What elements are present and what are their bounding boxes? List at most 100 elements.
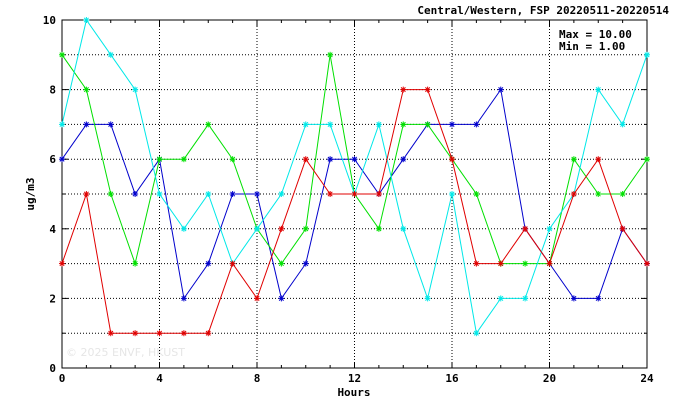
data-point: [473, 260, 480, 267]
data-point: [205, 260, 212, 267]
data-point: [83, 121, 90, 128]
data-point: [327, 51, 334, 58]
y-tick-label: 8: [49, 84, 56, 97]
watermark: © 2025 ENVF, HKUST: [66, 346, 185, 359]
data-point: [302, 156, 309, 163]
data-point: [132, 260, 139, 267]
y-tick-label: 2: [49, 292, 56, 305]
y-tick-label: 10: [43, 14, 56, 27]
data-point: [278, 260, 285, 267]
data-point: [400, 121, 407, 128]
x-tick-label: 4: [156, 372, 163, 385]
data-point: [546, 260, 553, 267]
data-point: [424, 86, 431, 93]
data-point: [522, 260, 529, 267]
y-tick-label: 4: [49, 223, 56, 236]
data-point: [83, 86, 90, 93]
data-point: [644, 260, 650, 267]
data-point: [180, 330, 187, 337]
data-point: [132, 191, 139, 197]
data-point: [254, 191, 260, 197]
data-point: [83, 191, 90, 197]
data-point: [107, 330, 114, 337]
data-point: [522, 295, 529, 302]
data-point: [205, 191, 212, 197]
data-point: [570, 295, 577, 302]
data-point: [59, 260, 65, 267]
data-point: [570, 156, 577, 163]
data-point: [644, 51, 650, 58]
x-axis-title: Hours: [337, 386, 370, 399]
data-point: [449, 156, 455, 163]
data-point: [497, 295, 504, 302]
data-point: [375, 225, 382, 232]
data-point: [595, 156, 602, 163]
data-point: [522, 225, 529, 232]
x-tick-label: 0: [59, 372, 66, 385]
data-point: [327, 121, 334, 128]
x-tick-label: 12: [348, 372, 361, 385]
data-point: [595, 295, 602, 302]
x-tick-label: 24: [640, 372, 654, 385]
data-point: [205, 330, 212, 337]
data-point: [400, 86, 407, 93]
data-point: [107, 191, 114, 197]
y-axis-title: ug/m3: [24, 177, 37, 210]
data-point: [302, 260, 309, 267]
x-tick-label: 20: [543, 372, 556, 385]
data-point: [156, 191, 163, 197]
data-point: [619, 225, 626, 232]
data-point: [497, 86, 504, 93]
y-tick-label: 0: [49, 362, 56, 375]
data-point: [229, 191, 236, 197]
data-point: [180, 156, 187, 163]
data-point: [424, 121, 431, 128]
data-point: [302, 225, 309, 232]
data-point: [59, 156, 65, 163]
data-point: [497, 260, 504, 267]
data-point: [132, 86, 139, 93]
data-point: [180, 295, 187, 302]
data-point: [229, 260, 236, 267]
data-point: [107, 51, 114, 58]
data-point: [351, 191, 358, 197]
data-point: [278, 191, 285, 197]
data-point: [59, 51, 65, 58]
data-point: [619, 191, 626, 197]
x-tick-label: 8: [254, 372, 261, 385]
data-point: [619, 121, 626, 128]
data-point: [546, 225, 553, 232]
x-tick-label: 16: [445, 372, 459, 385]
data-point: [473, 121, 480, 128]
data-point: [327, 156, 334, 163]
max-label: Max = 10.00: [559, 28, 632, 41]
data-point: [278, 225, 285, 232]
data-point: [156, 330, 163, 337]
data-point: [449, 191, 455, 197]
data-point: [424, 295, 431, 302]
data-point: [375, 191, 382, 197]
data-point: [156, 156, 163, 163]
data-point: [254, 225, 260, 232]
data-point: [302, 121, 309, 128]
data-point: [449, 121, 455, 128]
data-point: [473, 191, 480, 197]
data-point: [400, 156, 407, 163]
data-point: [400, 225, 407, 232]
data-point: [595, 86, 602, 93]
data-point: [278, 295, 285, 302]
chart-title: Central/Western, FSP 20220511-20220514: [417, 4, 669, 17]
y-tick-label: 6: [49, 153, 56, 166]
series-group: [59, 17, 650, 337]
data-point: [254, 295, 260, 302]
data-point: [205, 121, 212, 128]
data-point: [644, 156, 650, 163]
data-point: [83, 17, 90, 23]
data-point: [180, 225, 187, 232]
data-point: [375, 121, 382, 128]
min-label: Min = 1.00: [559, 40, 625, 53]
data-point: [107, 121, 114, 128]
data-point: [570, 191, 577, 197]
